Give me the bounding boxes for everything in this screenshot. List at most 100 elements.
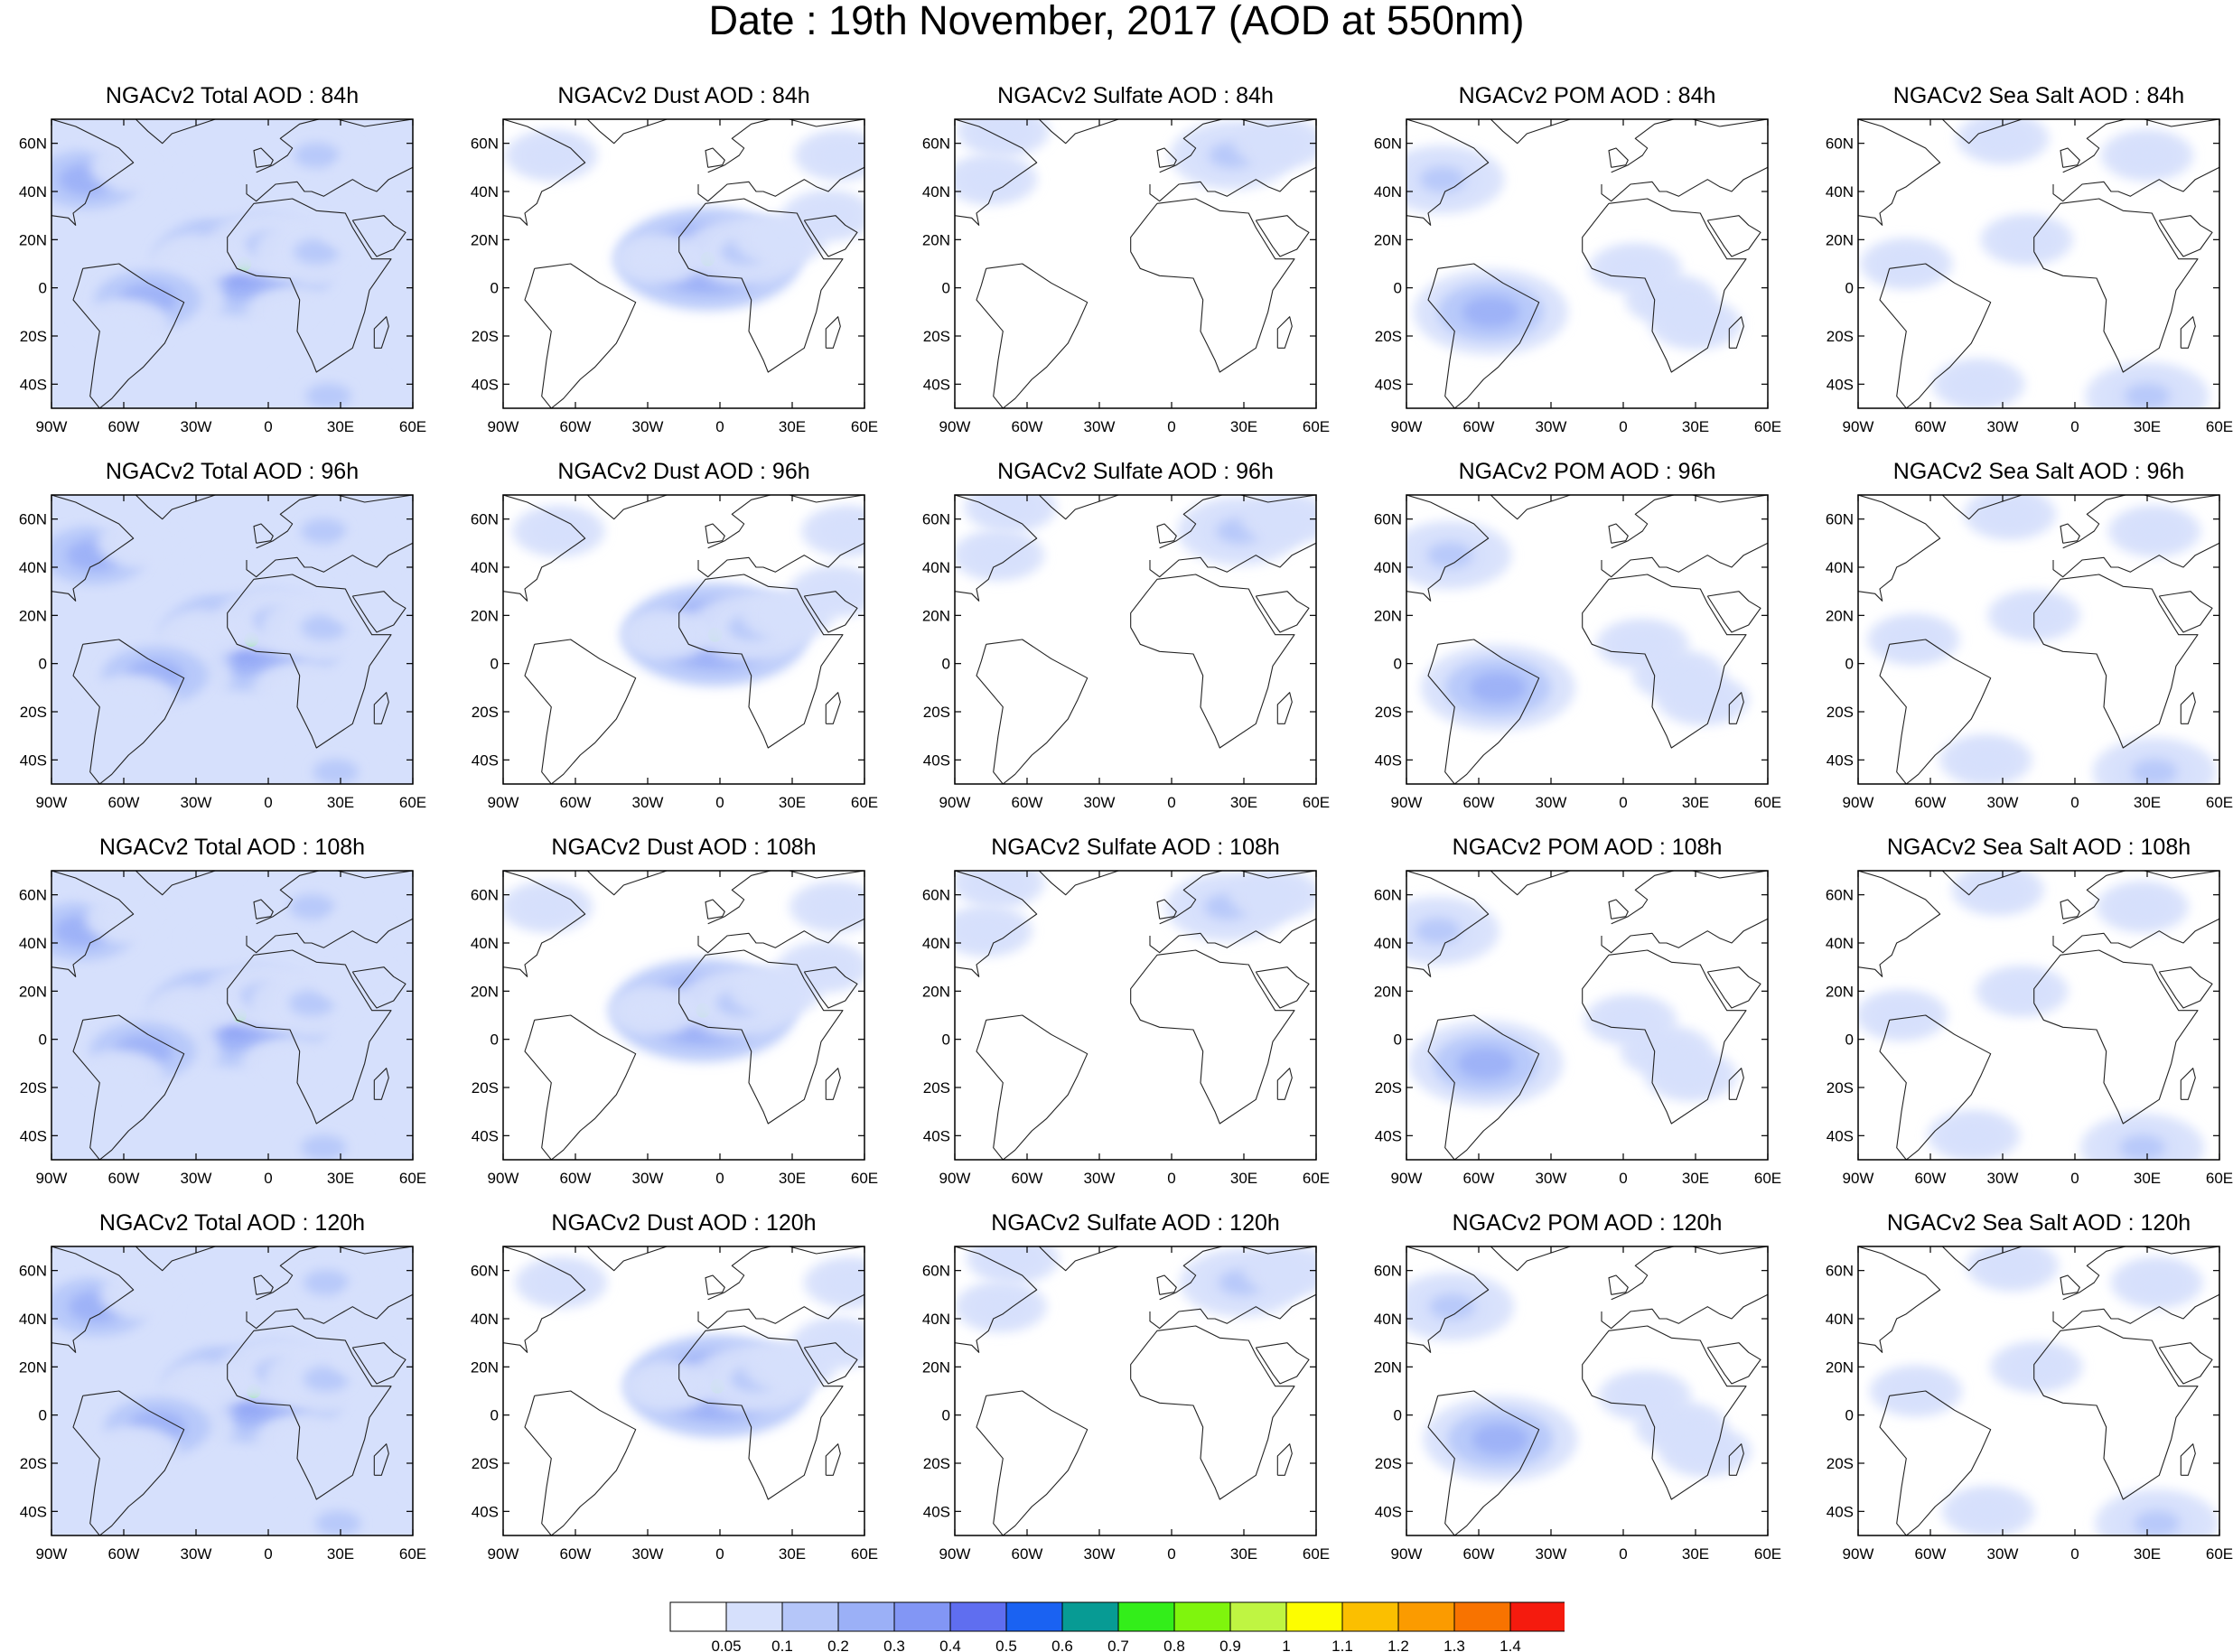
aod-region — [301, 614, 347, 640]
coastlines — [1406, 1246, 1768, 1535]
north-america-coastline — [1858, 871, 1941, 977]
lat-tick-label: 60N — [1374, 1263, 1402, 1280]
aod-region — [116, 1248, 151, 1268]
coastlines — [51, 871, 413, 1160]
aod-region — [1678, 314, 1713, 334]
lon-tick-label: 60W — [108, 794, 140, 811]
aod-region — [114, 497, 148, 517]
northern-europe-coastline — [707, 871, 864, 925]
madagascar-coastline — [1276, 1068, 1293, 1100]
aod-region — [1896, 630, 1931, 649]
map-frame — [51, 118, 414, 409]
aod-region — [1272, 1261, 1307, 1281]
madagascar-coastline — [1276, 316, 1293, 349]
greenland-coastline — [135, 119, 216, 145]
lon-tick-label: 30W — [632, 1170, 664, 1187]
aod-map: 90W 60W 30W 0 30E 60E 60N 40N 20N 0 20S 40S — [471, 1246, 878, 1563]
colorbar: 0.05 0.1 0.2 0.3 0.4 0.5 0.6 0.7 0.8 0.9 1 1.1 1.2 1.… — [669, 1601, 1565, 1652]
aod-field — [955, 1246, 1316, 1333]
lat-tick-label: 20N — [922, 1358, 950, 1376]
aod-field — [1406, 145, 1742, 355]
aod-region — [1415, 918, 1461, 944]
europe-coastline — [697, 1293, 864, 1330]
northern-europe-coastline — [256, 119, 413, 173]
colorbar-label: 0.2 — [827, 1638, 849, 1652]
map-panel-total-84h: NGACv2 Total AOD : 84h 90W 60W 30W 0 30E 60E 60… — [19, 83, 426, 462]
british-isles-coastline — [2060, 899, 2080, 919]
map-panel-dust-120h: NGACv2 Dust AOD : 120h 90W 60W 30W 0 30E 60E 60… — [471, 1210, 878, 1590]
lon-tick-label: 60W — [560, 418, 592, 435]
lat-tick-label: 20S — [20, 1079, 47, 1097]
aod-region — [1971, 1501, 2005, 1521]
lat-tick-label: 40N — [922, 559, 950, 576]
lat-tick-label: 60N — [471, 1263, 499, 1280]
aod-region — [2125, 897, 2160, 917]
lon-tick-label: 0 — [715, 418, 724, 435]
aod-region — [1995, 1255, 2030, 1275]
lon-tick-label: 0 — [264, 1545, 272, 1563]
aod-map: 90W 60W 30W 0 30E 60E 60N 40N 20N 0 20S 40S — [1374, 494, 1781, 811]
south-america-coastline — [976, 1390, 1088, 1535]
greenland-coastline — [1941, 1246, 2023, 1272]
aod-region — [818, 897, 853, 917]
aod-map: 90W 60W 30W 0 30E 60E 60N 40N 20N 0 20S 40S — [19, 870, 426, 1187]
colorbar-label: 0.05 — [711, 1638, 741, 1652]
british-isles-coastline — [705, 147, 725, 168]
arabia-coastline — [1706, 1342, 1761, 1385]
aod-region — [116, 1442, 151, 1461]
lat-tick-label: 20N — [1826, 983, 1854, 1000]
aod-region — [1457, 1047, 1515, 1079]
map-panel-seasalt-108h: NGACv2 Sea Salt AOD : 108h 90W 60W 30W 0 30E 6… — [1826, 835, 2233, 1214]
madagascar-coastline — [373, 1443, 389, 1476]
map-frame — [1406, 494, 1769, 785]
arabia-coastline — [1255, 591, 1310, 633]
lon-tick-label: 60W — [1012, 1545, 1043, 1563]
madagascar-coastline — [1276, 692, 1293, 724]
aod-region — [114, 909, 148, 929]
british-isles-coastline — [1608, 899, 1629, 919]
lon-tick-label: 30W — [632, 794, 664, 811]
africa-coastline — [678, 1325, 844, 1500]
madagascar-coastline — [825, 1068, 841, 1100]
lat-tick-label: 0 — [491, 1031, 499, 1049]
aod-field — [1406, 520, 1750, 731]
panel-title: NGACv2 Sulfate AOD : 96h — [997, 459, 1274, 484]
colorbar-label: 0.3 — [883, 1638, 905, 1652]
aod-region — [762, 229, 798, 249]
british-isles-coastline — [1608, 147, 1629, 168]
colorbar-label: 0.4 — [939, 1638, 961, 1652]
aod-region — [529, 897, 564, 917]
lat-tick-label: 20N — [1374, 231, 1402, 248]
africa-coastline — [2033, 574, 2199, 749]
lat-tick-label: 40S — [1827, 1127, 1854, 1144]
arabia-coastline — [803, 591, 858, 633]
lon-tick-label: 30E — [2134, 1170, 2161, 1187]
panel-title: NGACv2 POM AOD : 84h — [1458, 83, 1716, 108]
lon-tick-label: 0 — [2070, 1170, 2079, 1187]
british-isles-coastline — [253, 147, 274, 168]
northern-europe-coastline — [1611, 871, 1768, 925]
lat-tick-label: 0 — [1394, 1407, 1402, 1424]
aod-map: 90W 60W 30W 0 30E 60E 60N 40N 20N 0 20S 40S — [19, 1246, 426, 1563]
africa-coastline — [678, 198, 844, 373]
lon-tick-label: 90W — [1843, 1170, 1874, 1187]
map-frame — [954, 118, 1317, 409]
south-america-coastline — [1427, 639, 1540, 784]
aod-region — [806, 957, 841, 977]
colorbar-swatch — [725, 1601, 783, 1632]
lon-tick-label: 60E — [1303, 1170, 1330, 1187]
lon-tick-label: 0 — [2070, 794, 2079, 811]
aod-region — [347, 218, 382, 238]
lon-tick-label: 30E — [327, 1545, 354, 1563]
lon-tick-label: 60W — [1012, 794, 1043, 811]
africa-coastline — [678, 949, 844, 1125]
lat-tick-label: 60N — [1374, 135, 1402, 153]
lat-tick-label: 20N — [471, 607, 499, 624]
lat-tick-label: 20S — [1827, 1079, 1854, 1097]
aod-region — [2119, 1134, 2165, 1160]
lat-tick-label: 60N — [1826, 135, 1854, 153]
aod-map: 90W 60W 30W 0 30E 60E 60N 40N 20N 0 20S 40S — [922, 494, 1330, 811]
north-america-coastline — [1858, 119, 1941, 226]
north-america-coastline — [51, 495, 135, 602]
